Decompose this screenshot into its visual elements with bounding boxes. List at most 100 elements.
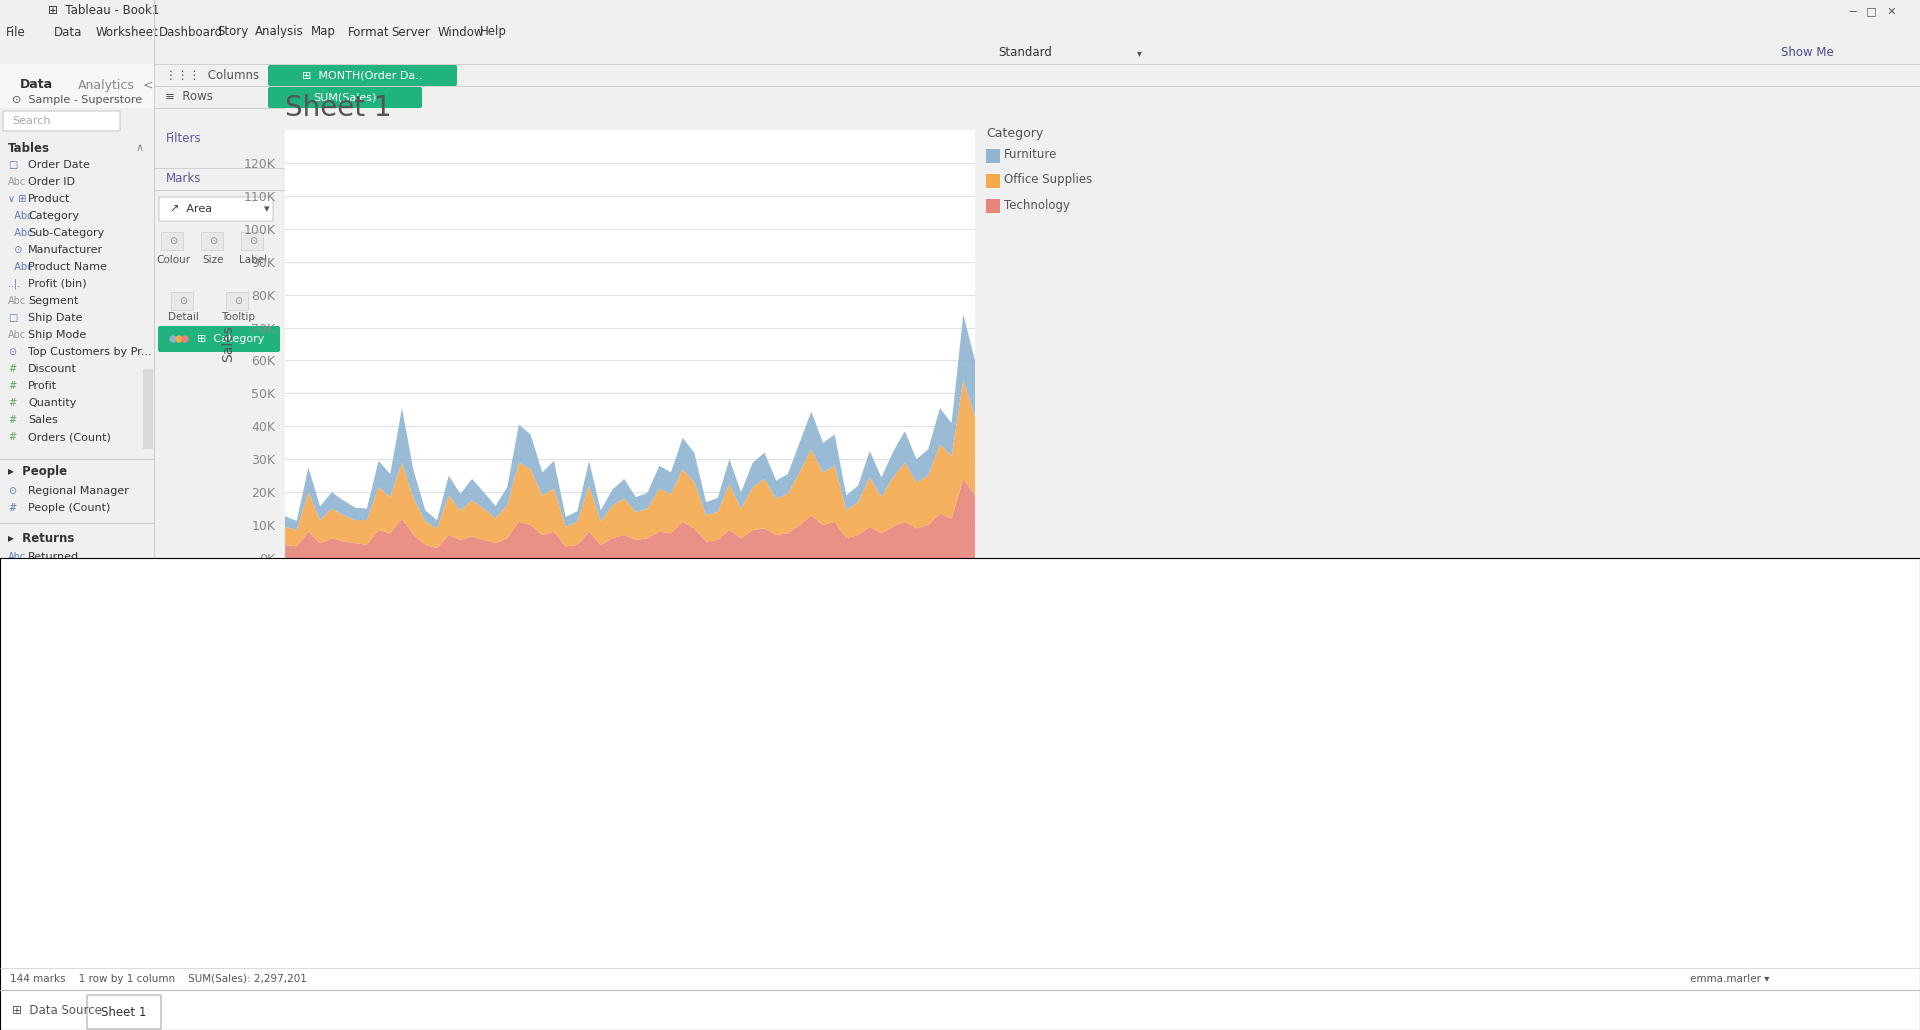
- Text: ─   □   ✕: ─ □ ✕: [1849, 6, 1897, 16]
- Text: Data: Data: [19, 78, 54, 92]
- Text: Sub-Category: Sub-Category: [29, 228, 104, 238]
- Bar: [142, 369, 154, 449]
- Bar: [227, 291, 248, 310]
- Text: Detail: Detail: [167, 312, 198, 322]
- Text: Orders (Count): Orders (Count): [29, 432, 111, 442]
- Text: Profit (bin): Profit (bin): [29, 279, 86, 289]
- Text: Segment: Segment: [29, 296, 79, 306]
- Text: emma.marler ▾: emma.marler ▾: [1690, 974, 1770, 984]
- Text: Tooltip: Tooltip: [221, 312, 255, 322]
- Text: Sheet 1: Sheet 1: [284, 94, 392, 123]
- Bar: [987, 149, 1000, 163]
- Text: Office Supplies: Office Supplies: [1004, 173, 1092, 186]
- Text: □: □: [8, 160, 17, 170]
- Text: ⊞  Tableau - Book1: ⊞ Tableau - Book1: [48, 4, 159, 18]
- Text: <: <: [142, 78, 154, 92]
- Text: Worksheet: Worksheet: [96, 26, 159, 38]
- Text: #: #: [8, 569, 15, 579]
- Text: ▸  Returns: ▸ Returns: [8, 531, 75, 545]
- Text: 144 marks    1 row by 1 column    SUM(Sales): 2,297,201: 144 marks 1 row by 1 column SUM(Sales): …: [10, 974, 307, 984]
- Text: ⊙: ⊙: [250, 236, 257, 246]
- Text: ⊞  Data Source: ⊞ Data Source: [12, 1003, 102, 1017]
- Text: Abc: Abc: [8, 177, 27, 187]
- Text: ▸  People: ▸ People: [8, 466, 67, 479]
- Text: ↗  Area: ↗ Area: [171, 204, 211, 214]
- Text: ⊙: ⊙: [169, 236, 177, 246]
- Text: Size: Size: [202, 255, 225, 265]
- Text: Story: Story: [217, 26, 248, 38]
- Bar: [202, 232, 223, 250]
- Text: □: □: [8, 313, 17, 323]
- Text: ⊙: ⊙: [179, 296, 186, 306]
- Text: ⊞  Category: ⊞ Category: [198, 334, 265, 344]
- Text: ⊙: ⊙: [8, 347, 15, 357]
- Text: Abc: Abc: [8, 296, 27, 306]
- Text: Tables: Tables: [8, 141, 50, 154]
- Text: Server: Server: [392, 26, 430, 38]
- Text: Abc: Abc: [8, 552, 27, 562]
- Text: #: #: [8, 432, 15, 442]
- Text: Dashboard: Dashboard: [159, 26, 223, 38]
- Text: Returned: Returned: [29, 552, 79, 562]
- Text: ▾: ▾: [1137, 48, 1142, 58]
- Text: Abc: Abc: [8, 330, 27, 340]
- Text: #: #: [8, 398, 15, 408]
- Text: ∧: ∧: [136, 143, 144, 153]
- Text: Profit Bin Size: Profit Bin Size: [29, 617, 106, 627]
- Text: ⊙: ⊙: [8, 245, 23, 255]
- Text: Colour: Colour: [156, 255, 190, 265]
- Circle shape: [171, 336, 177, 342]
- Bar: [161, 232, 182, 250]
- Text: Search: Search: [12, 116, 50, 126]
- Y-axis label: Sales: Sales: [221, 325, 234, 363]
- Text: Technology: Technology: [1004, 199, 1069, 211]
- Text: Order ID: Order ID: [29, 177, 75, 187]
- Text: Analytics: Analytics: [79, 78, 134, 92]
- Text: Format: Format: [348, 26, 390, 38]
- Text: People (Count): People (Count): [29, 503, 109, 513]
- Text: Discount: Discount: [29, 364, 77, 374]
- Text: Top Customers: Top Customers: [29, 634, 109, 644]
- FancyBboxPatch shape: [86, 995, 161, 1029]
- FancyBboxPatch shape: [269, 65, 457, 85]
- Bar: [0, 64, 156, 108]
- Text: Standard: Standard: [998, 46, 1052, 60]
- Text: #: #: [8, 415, 15, 425]
- Text: Ship Mode: Ship Mode: [29, 330, 86, 340]
- Text: Abc: Abc: [8, 262, 33, 272]
- Text: ⋮⋮⋮  Columns: ⋮⋮⋮ Columns: [165, 69, 259, 81]
- Text: Quantity: Quantity: [29, 398, 77, 408]
- Text: Analysis: Analysis: [255, 26, 303, 38]
- Bar: [242, 232, 263, 250]
- X-axis label: Month of Order Date: Month of Order Date: [559, 588, 701, 603]
- Text: Help: Help: [480, 26, 507, 38]
- FancyBboxPatch shape: [269, 87, 422, 108]
- Text: Order Date: Order Date: [29, 160, 90, 170]
- Text: ≡  Rows: ≡ Rows: [165, 91, 213, 103]
- Text: Product: Product: [29, 194, 71, 204]
- Text: Sales: Sales: [29, 415, 58, 425]
- Text: #: #: [8, 364, 15, 374]
- Text: Ship Date: Ship Date: [29, 313, 83, 323]
- Text: Window: Window: [438, 26, 484, 38]
- Text: Filters: Filters: [165, 132, 202, 144]
- Text: ▸  Parameters: ▸ Parameters: [8, 600, 98, 614]
- Circle shape: [182, 336, 188, 342]
- Bar: [171, 291, 194, 310]
- Text: Manufacturer: Manufacturer: [29, 245, 104, 255]
- Text: File: File: [6, 26, 25, 38]
- Text: Pages: Pages: [12, 69, 46, 81]
- FancyBboxPatch shape: [4, 111, 119, 131]
- Text: Label: Label: [238, 255, 267, 265]
- Text: Product Name: Product Name: [29, 262, 108, 272]
- Text: Top Customers by Pr...: Top Customers by Pr...: [29, 347, 152, 357]
- Bar: [987, 199, 1000, 213]
- Text: Profit: Profit: [29, 381, 58, 391]
- Text: Category: Category: [987, 127, 1043, 140]
- Text: Abc: Abc: [8, 228, 33, 238]
- Text: Furniture: Furniture: [1004, 148, 1058, 162]
- Text: Marks: Marks: [165, 172, 202, 185]
- Text: ⊞  MONTH(Order Da..: ⊞ MONTH(Order Da..: [301, 70, 422, 80]
- Text: Map: Map: [311, 26, 336, 38]
- Text: Returns (Count): Returns (Count): [29, 569, 117, 579]
